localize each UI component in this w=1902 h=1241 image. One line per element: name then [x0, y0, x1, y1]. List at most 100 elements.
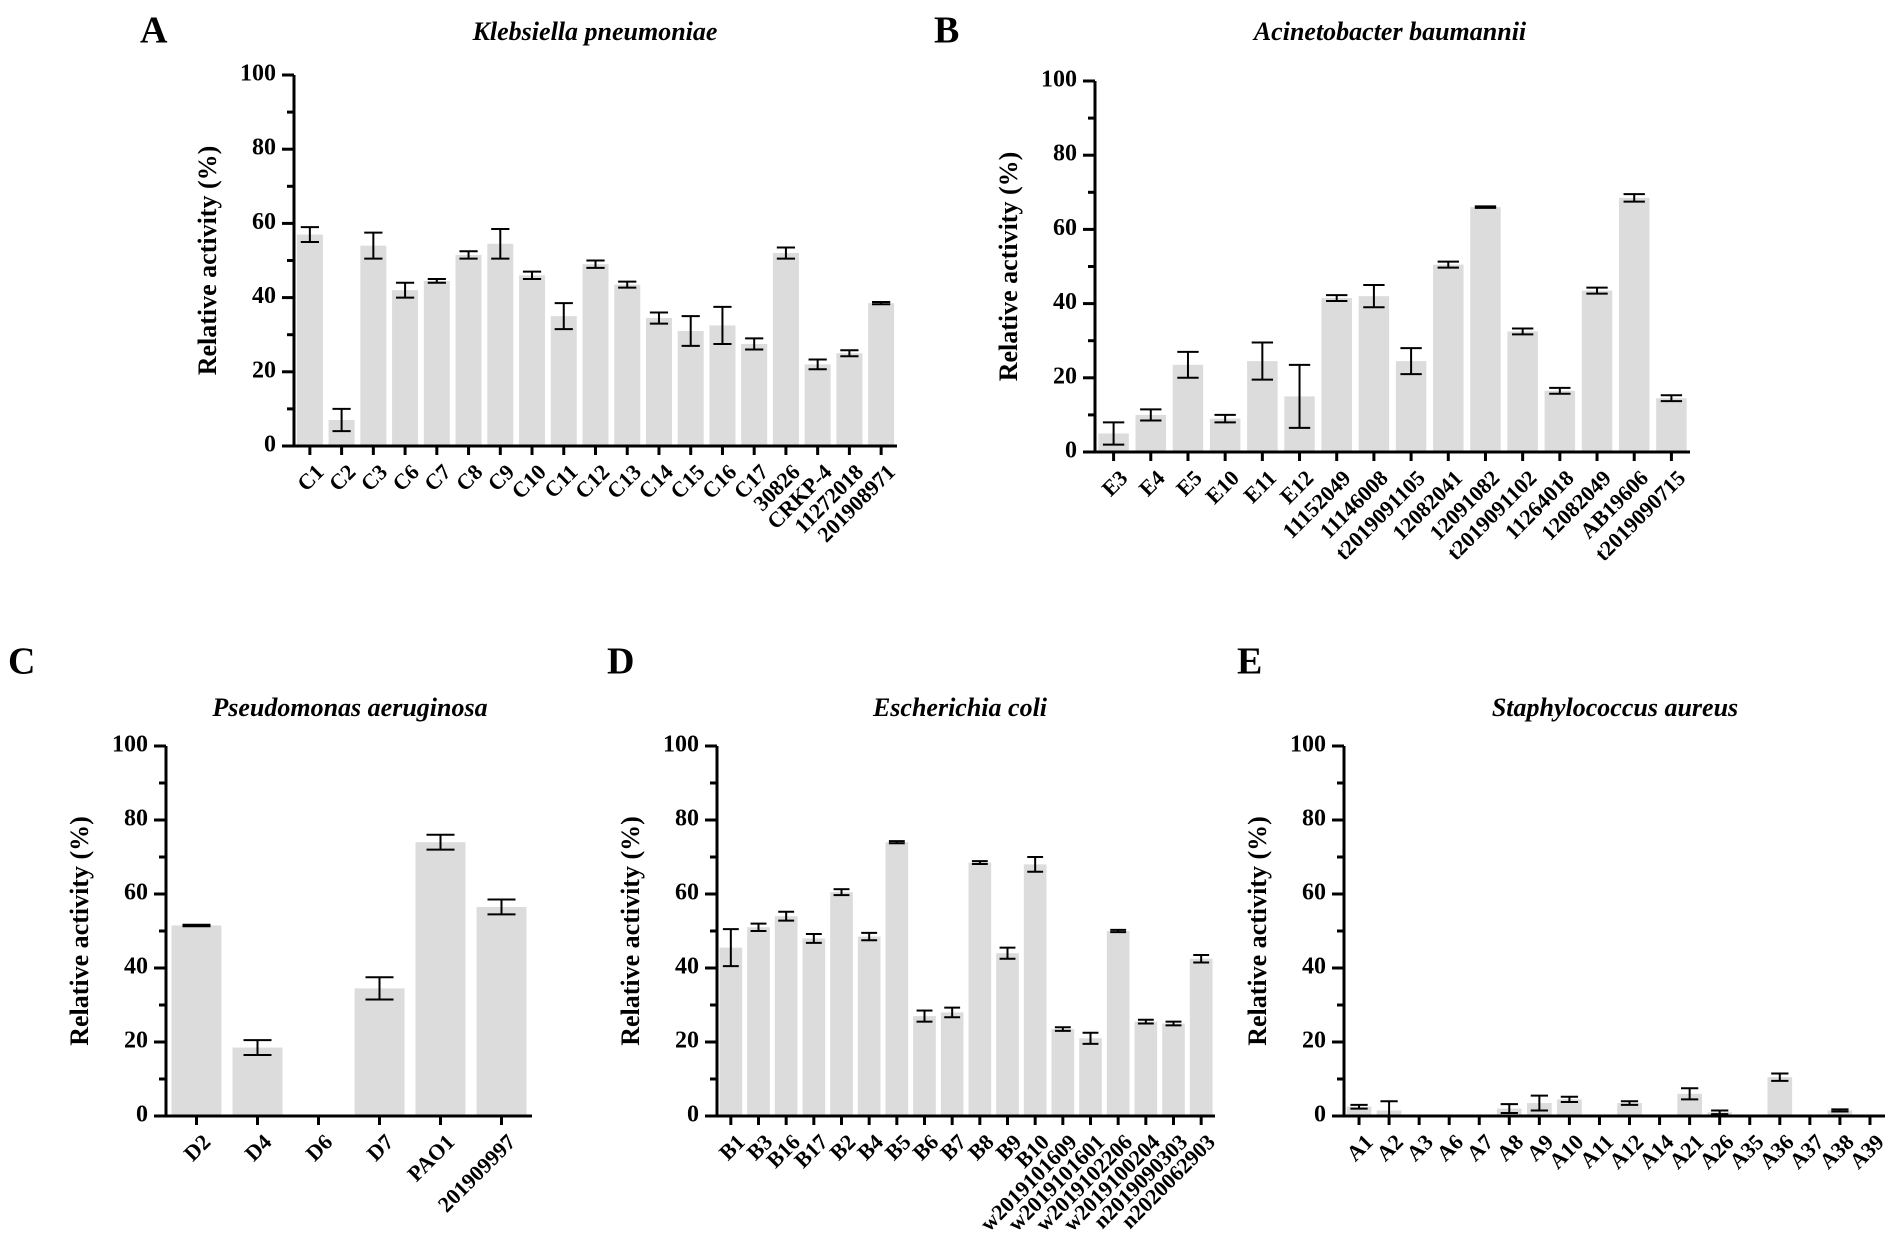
bar-30826	[772, 253, 799, 446]
x-tick-label: E4	[1134, 465, 1170, 501]
bar-201909997	[476, 906, 527, 1116]
error-bar-C3	[364, 231, 383, 260]
y-tick-label: 100	[240, 61, 276, 87]
bar-E5	[1172, 364, 1204, 452]
bar-w2019101601	[1079, 1038, 1102, 1116]
bar-11152049	[1321, 298, 1352, 452]
bar-t2019091102	[1507, 331, 1538, 452]
error-bar-w2019102206	[1110, 928, 1127, 934]
panel-a: A Klebsiella pneumoniae Relative activity …	[140, 10, 900, 547]
error-bar-A1	[1350, 1103, 1368, 1110]
error-bar-201909997	[487, 898, 516, 916]
error-bar-w2019100204	[1137, 1018, 1154, 1025]
bar-D7	[354, 988, 405, 1116]
bar-B8	[968, 862, 992, 1116]
x-tick-label: B17	[789, 1129, 833, 1173]
error-bar-A12	[1620, 1100, 1639, 1106]
chart-title: Escherichia coli	[872, 693, 1048, 722]
bar-B6	[913, 1016, 936, 1116]
error-bar-C13	[618, 280, 637, 289]
y-tick-label: 40	[124, 954, 148, 980]
y-axis-label: Relative activity (%)	[994, 152, 1023, 382]
error-bar-B1	[722, 928, 739, 968]
chart-title: Pseudomonas aeruginosa	[211, 693, 487, 722]
error-bar-B6	[916, 1009, 933, 1023]
y-tick-label: 60	[252, 209, 276, 235]
bar-A1	[1346, 1106, 1372, 1116]
panel-d: D Escherichia coli Relative activity (%) B1…	[607, 641, 1220, 1236]
y-tick-label: 100	[663, 732, 699, 758]
error-bar-B4	[861, 931, 878, 942]
chart-title: Staphylococcus aureus	[1492, 693, 1738, 722]
error-bar-C8	[459, 250, 478, 260]
bar-11264018	[1544, 390, 1576, 452]
error-bar-B10	[1027, 856, 1044, 873]
bar-D2	[171, 925, 222, 1116]
bar-C15	[677, 330, 704, 446]
bar-D4	[232, 1047, 283, 1116]
bar-C1	[296, 234, 323, 446]
bar-C10	[519, 275, 546, 446]
chart-title: Acinetobacter baumannii	[1252, 17, 1527, 46]
y-tick-label: 40	[1053, 289, 1077, 315]
error-bar-A9	[1530, 1094, 1548, 1112]
y-tick-label: 0	[1065, 438, 1077, 464]
y-tick-label: 60	[124, 880, 148, 906]
bar-PAO1	[415, 842, 466, 1116]
chart-title: Klebsiella pneumoniae	[472, 17, 718, 46]
error-bar-C2	[332, 407, 351, 433]
error-bar-B8	[971, 860, 988, 866]
error-bar-B7	[944, 1006, 961, 1019]
y-tick-label: 80	[675, 806, 699, 832]
error-bar-B17	[805, 932, 822, 944]
panel-letter: C	[8, 641, 35, 683]
panel-letter: A	[140, 10, 168, 52]
error-bar-D4	[243, 1039, 272, 1056]
error-bar-C7	[427, 278, 446, 284]
error-bar-11152049	[1326, 294, 1348, 303]
y-tick-label: 20	[252, 357, 276, 383]
x-tick-label: E5	[1171, 465, 1207, 501]
error-bar-C14	[649, 311, 669, 325]
panel-c: C Pseudomonas aeruginosa Relative activity…	[8, 641, 532, 1217]
y-tick-label: 80	[252, 135, 276, 161]
panel-letter: D	[607, 641, 634, 683]
bar-w2019100204	[1134, 1021, 1158, 1116]
y-tick-label: 60	[1053, 215, 1077, 241]
error-bar-t2019091105	[1400, 347, 1422, 376]
bar-B2	[830, 892, 853, 1116]
bar-B7	[940, 1012, 964, 1116]
error-bar-C16	[713, 305, 732, 345]
bar-C14	[645, 318, 672, 446]
error-bar-E11	[1251, 341, 1274, 381]
error-bar-B3	[750, 922, 767, 932]
y-tick-label: 20	[1053, 363, 1077, 389]
bar-A38	[1827, 1110, 1853, 1116]
y-tick-label: 60	[1302, 880, 1326, 906]
error-bar-A8	[1500, 1103, 1518, 1115]
y-tick-label: 20	[124, 1028, 148, 1054]
panel-letter: E	[1237, 641, 1262, 683]
y-axis-label: Relative activity (%)	[616, 816, 645, 1046]
error-bar-201908971	[872, 301, 891, 306]
error-bar-w2019101609	[1054, 1026, 1071, 1032]
error-bar-11146008	[1363, 284, 1385, 309]
bar-C11	[550, 316, 577, 446]
bar-A36	[1767, 1077, 1793, 1116]
bar-n2019090303	[1162, 1023, 1185, 1116]
error-bar-C9	[491, 227, 510, 260]
error-bar-12082049	[1586, 286, 1608, 295]
y-tick-label: 80	[124, 806, 148, 832]
y-tick-label: 80	[1302, 806, 1326, 832]
error-bar-B2	[833, 888, 850, 897]
panel-e: E Staphylococcus aureus Relative activity …	[1237, 641, 1889, 1174]
bar-C17	[741, 343, 768, 446]
y-tick-label: 20	[675, 1028, 699, 1054]
error-bar-t2019090715	[1660, 394, 1683, 403]
bar-201908971	[868, 303, 895, 446]
error-bar-AB19606	[1623, 193, 1645, 203]
bar-w2019101609	[1051, 1029, 1075, 1116]
y-tick-label: 0	[1314, 1102, 1326, 1128]
y-tick-label: 100	[112, 732, 148, 758]
error-bar-C6	[395, 281, 415, 299]
